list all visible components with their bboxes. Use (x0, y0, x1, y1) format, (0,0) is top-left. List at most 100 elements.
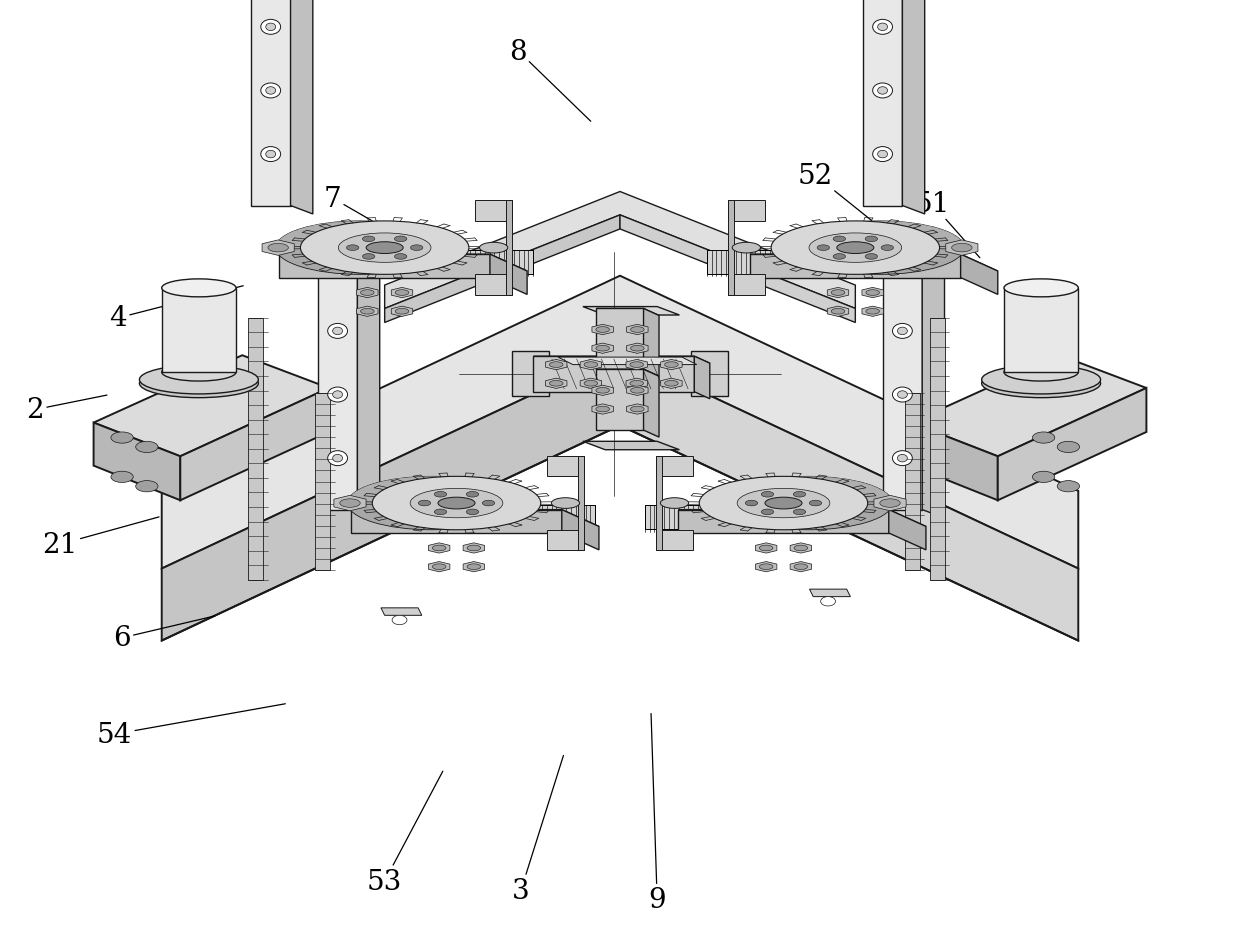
Polygon shape (596, 370, 658, 377)
Ellipse shape (300, 222, 469, 275)
Polygon shape (867, 501, 893, 504)
Ellipse shape (796, 222, 965, 275)
Polygon shape (472, 480, 505, 482)
Polygon shape (614, 357, 629, 400)
Polygon shape (515, 498, 541, 501)
Ellipse shape (340, 499, 360, 507)
Polygon shape (626, 404, 649, 415)
Polygon shape (384, 215, 620, 323)
Polygon shape (279, 239, 306, 241)
Ellipse shape (873, 21, 893, 36)
Polygon shape (351, 494, 378, 496)
Polygon shape (707, 250, 775, 274)
Polygon shape (785, 231, 815, 234)
Polygon shape (546, 360, 567, 371)
Ellipse shape (1033, 472, 1055, 483)
Polygon shape (678, 510, 889, 534)
Ellipse shape (110, 472, 133, 483)
Polygon shape (846, 486, 875, 488)
Polygon shape (443, 242, 469, 245)
Ellipse shape (771, 222, 940, 275)
Polygon shape (480, 482, 512, 483)
Ellipse shape (362, 237, 374, 242)
Ellipse shape (873, 148, 893, 162)
Polygon shape (379, 481, 412, 483)
Ellipse shape (339, 234, 432, 263)
Text: 3: 3 (512, 755, 563, 904)
Polygon shape (357, 307, 378, 317)
Ellipse shape (866, 255, 878, 260)
Text: 4: 4 (109, 286, 243, 332)
Ellipse shape (394, 255, 407, 260)
Polygon shape (250, 0, 290, 206)
Polygon shape (874, 496, 906, 511)
Polygon shape (428, 232, 458, 235)
Polygon shape (373, 483, 404, 485)
Polygon shape (547, 456, 584, 476)
Ellipse shape (661, 498, 688, 509)
Polygon shape (839, 483, 870, 486)
Polygon shape (706, 491, 734, 494)
Polygon shape (702, 494, 730, 496)
Ellipse shape (161, 364, 236, 382)
Polygon shape (444, 245, 469, 248)
Ellipse shape (410, 489, 503, 519)
Ellipse shape (327, 451, 347, 466)
Ellipse shape (433, 546, 446, 551)
Text: 54: 54 (97, 704, 285, 748)
Text: 52: 52 (799, 163, 872, 222)
Ellipse shape (794, 492, 806, 498)
Ellipse shape (433, 564, 446, 570)
Polygon shape (508, 492, 537, 495)
Polygon shape (583, 442, 680, 450)
Polygon shape (348, 496, 376, 499)
Polygon shape (911, 423, 998, 501)
Polygon shape (827, 288, 848, 299)
Ellipse shape (1004, 280, 1079, 298)
Polygon shape (796, 227, 828, 229)
Ellipse shape (630, 388, 644, 394)
Ellipse shape (761, 492, 774, 498)
Polygon shape (351, 510, 599, 527)
Ellipse shape (982, 366, 1101, 394)
Polygon shape (904, 227, 935, 228)
Polygon shape (334, 496, 366, 511)
Polygon shape (713, 487, 744, 489)
Polygon shape (93, 423, 180, 501)
Polygon shape (810, 590, 851, 597)
Text: 7: 7 (324, 185, 372, 222)
Polygon shape (290, 231, 320, 234)
Ellipse shape (630, 328, 644, 333)
Ellipse shape (467, 546, 481, 551)
Ellipse shape (260, 148, 280, 162)
Polygon shape (93, 356, 329, 457)
Polygon shape (357, 248, 379, 519)
Polygon shape (512, 352, 549, 397)
Ellipse shape (434, 492, 446, 498)
Ellipse shape (332, 391, 342, 399)
Ellipse shape (831, 290, 844, 296)
Ellipse shape (866, 309, 879, 314)
Polygon shape (728, 201, 765, 222)
Polygon shape (777, 236, 805, 239)
Ellipse shape (482, 501, 495, 506)
Ellipse shape (951, 244, 972, 253)
Polygon shape (533, 357, 614, 392)
Polygon shape (433, 235, 461, 238)
Polygon shape (394, 478, 428, 479)
Ellipse shape (1058, 442, 1080, 453)
Polygon shape (932, 238, 960, 240)
Ellipse shape (366, 242, 403, 255)
Ellipse shape (831, 309, 844, 314)
Ellipse shape (275, 222, 444, 275)
Ellipse shape (362, 255, 374, 260)
Ellipse shape (737, 489, 830, 519)
Polygon shape (387, 479, 419, 481)
Ellipse shape (732, 243, 760, 254)
Polygon shape (401, 225, 433, 227)
Polygon shape (317, 248, 379, 256)
Polygon shape (774, 239, 802, 241)
Ellipse shape (596, 407, 610, 413)
Ellipse shape (394, 237, 407, 242)
Polygon shape (888, 224, 921, 225)
